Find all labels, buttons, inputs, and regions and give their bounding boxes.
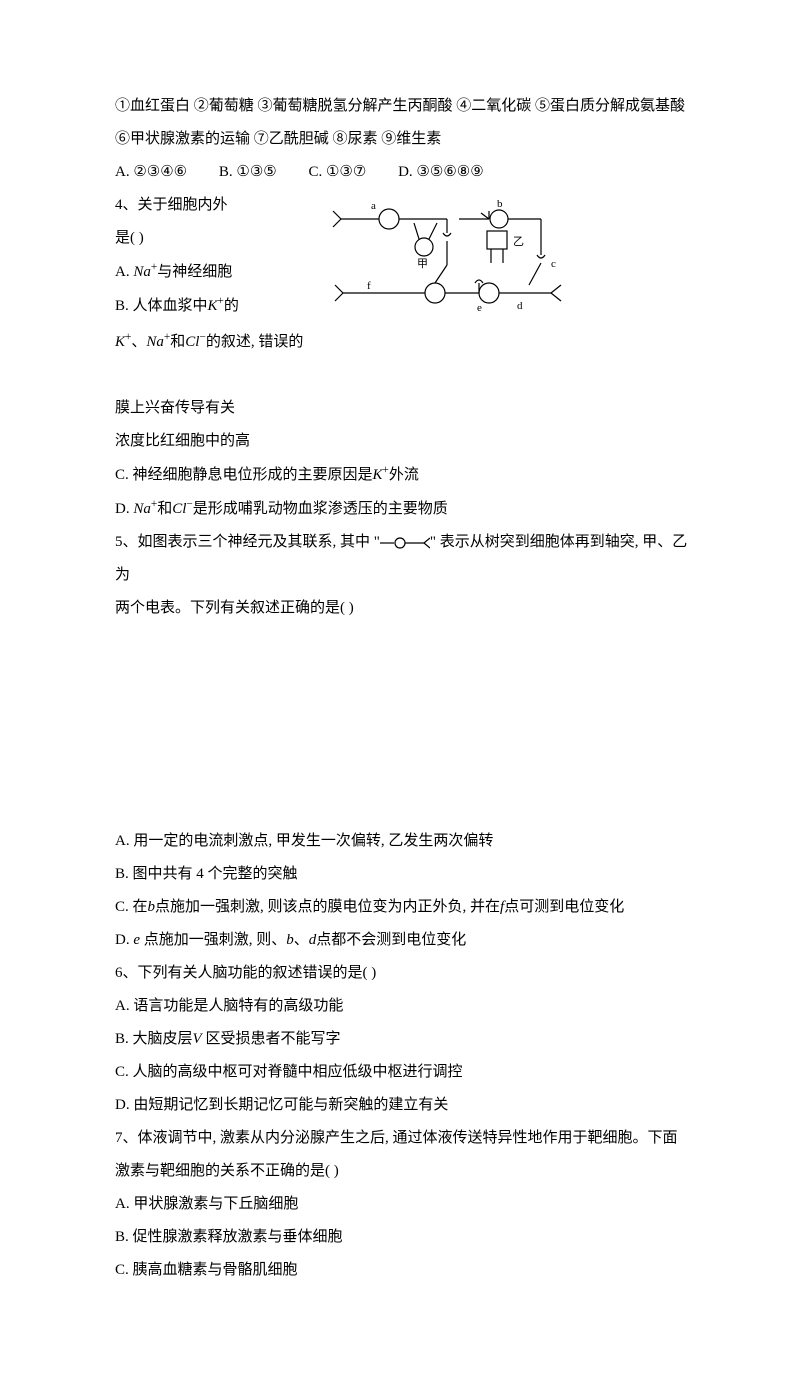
q5d-mid: 点施加一强刺激, 则、 [140,932,286,948]
k2: K [115,334,125,350]
q-intro-line2: ⑥甲状腺激素的运输 ⑦乙酰胆碱 ⑧尿素 ⑨维生素 [115,123,690,156]
figure-placeholder [115,625,690,825]
q4-l3a-pre: A. [115,264,133,280]
neuron-inline-icon [380,537,430,549]
q4-right-text: K+、Na+和Cl−的叙述, 错误的 膜上兴奋传导有关 浓度比红细胞中的高 [115,325,303,458]
q6b-pre: B. 大脑皮层 [115,1031,193,1047]
q4c-tail: 外流 [389,467,419,483]
label-b: b [497,198,503,210]
sep2: 和 [170,334,185,350]
q4-l3b: 膜上兴奋传导有关 [115,392,303,425]
q6-line1: 6、下列有关人脑功能的叙述错误的是( ) [115,957,690,990]
q5-l1a: 5、如图表示三个神经元及其联系, 其中 " [115,534,380,550]
opt-a: A. ②③④⑥ [115,164,187,180]
q5-optA: A. 用一定的电流刺激点, 甲发生一次偏转, 乙发生两次偏转 [115,825,690,858]
q4c-pre: C. 神经细胞静息电位形成的主要原因是 [115,467,373,483]
opt-c: C. ①③⑦ [308,164,366,180]
label-d: d [517,300,523,312]
q6-optB: B. 大脑皮层V 区受损患者不能写字 [115,1023,690,1056]
q-intro-options: A. ②③④⑥ B. ①③⑤ C. ①③⑦ D. ③⑤⑥⑧⑨ [115,156,690,189]
na-plus: Na+ [146,334,170,350]
q4-l4a-tail: 的 [224,298,239,314]
q7-optB: B. 促性腺激素释放激素与垂体细胞 [115,1221,690,1254]
opt-d: D. ③⑤⑥⑧⑨ [398,164,484,180]
na-text: Na [133,264,151,280]
q7-optC: C. 胰高血糖素与骨骼肌细胞 [115,1254,690,1287]
q5c-tail: 点可测到电位变化 [504,899,624,915]
cl3: Cl− [172,501,193,517]
q4-l1a: 4、关于细胞内外 [115,189,315,222]
neuron-diagram: a b c d e f 甲 乙 [329,193,579,321]
cl-minus: Cl− [185,334,206,350]
q6-optC: C. 人脑的高级中枢可对脊髓中相应低级中枢进行调控 [115,1056,690,1089]
q4d-mid: 和 [157,501,172,517]
q4-optC: C. 神经细胞静息电位形成的主要原因是K+外流 [115,458,690,492]
q4-l1b-tail: 的叙述, 错误的 [206,334,304,350]
q4-l1b: K+、Na+和Cl−的叙述, 错误的 [115,325,303,359]
na3t: Na [133,501,151,517]
q5d-e: e [133,932,140,948]
sep1: 、 [131,334,146,350]
q6b-v: V [193,1031,202,1047]
q5d-tail: 点都不会测到电位变化 [316,932,466,948]
q4-l4a-pre: B. 人体血浆中 [115,298,208,314]
q5c-b: b [148,899,156,915]
q5d-pre: D. [115,932,133,948]
q4-left-text: 4、关于细胞内外 是( ) A. Na+与神经细胞 B. 人体血浆中K+的 [115,189,315,323]
q4-l4b: 浓度比红细胞中的高 [115,425,303,458]
q6b-tail: 区受损患者不能写字 [202,1031,341,1047]
q5d-b: b [286,932,294,948]
k3: K+ [373,467,389,483]
cl3t: Cl [172,501,186,517]
label-c: c [551,258,556,270]
q5-optD: D. e 点施加一强刺激, 则、b、d点都不会测到电位变化 [115,924,690,957]
q4-l4a: B. 人体血浆中K+的 [115,289,315,323]
q6-optD: D. 由短期记忆到长期记忆可能与新突触的建立有关 [115,1089,690,1122]
k3t: K [373,467,383,483]
q4-optD: D. Na+和Cl−是形成哺乳动物血浆渗透压的主要物质 [115,492,690,526]
na-symbol: Na+ [133,264,157,280]
k-symbol: K+ [208,298,224,314]
na3: Na+ [133,501,157,517]
k-text: K [208,298,218,314]
exam-page: ①血红蛋白 ②葡萄糖 ③葡萄糖脱氢分解产生丙酮酸 ④二氧化碳 ⑤蛋白质分解成氨基… [0,0,800,1377]
q4d-pre: D. [115,501,133,517]
q5c-pre: C. 在 [115,899,148,915]
q4-l2a: 是( ) [115,222,315,255]
label-yi: 乙 [513,235,524,248]
q5c-mid: 点施加一强刺激, 则该点的膜电位变为内正外负, 并在 [155,899,500,915]
opt-b: B. ①③⑤ [219,164,277,180]
k-plus: K+ [115,334,131,350]
q7-optA: A. 甲状腺激素与下丘脑细胞 [115,1188,690,1221]
na2: Na [146,334,164,350]
q4-l3a: A. Na+与神经细胞 [115,255,315,289]
q4-block: 4、关于细胞内外 是( ) A. Na+与神经细胞 B. 人体血浆中K+的 [115,189,690,458]
q5d-mid2: 、 [294,932,309,948]
label-f: f [367,280,371,292]
label-e: e [477,302,482,314]
q4-l2b [115,359,303,392]
q5-optC: C. 在b点施加一强刺激, 则该点的膜电位变为内正外负, 并在f点可测到电位变化 [115,891,690,924]
q4d-tail: 是形成哺乳动物血浆渗透压的主要物质 [193,501,448,517]
q-intro-line1: ①血红蛋白 ②葡萄糖 ③葡萄糖脱氢分解产生丙酮酸 ④二氧化碳 ⑤蛋白质分解成氨基… [115,90,690,123]
q6-optA: A. 语言功能是人脑特有的高级功能 [115,990,690,1023]
q5-optB: B. 图中共有 4 个完整的突触 [115,858,690,891]
q5-line1: 5、如图表示三个神经元及其联系, 其中 "" 表示从树突到细胞体再到轴突, 甲、… [115,526,690,592]
q4-l3a-tail: 与神经细胞 [157,264,232,280]
q5-line2: 两个电表。下列有关叙述正确的是( ) [115,592,690,625]
cl2: Cl [185,334,199,350]
label-jia: 甲 [417,258,428,270]
label-a: a [371,200,376,212]
